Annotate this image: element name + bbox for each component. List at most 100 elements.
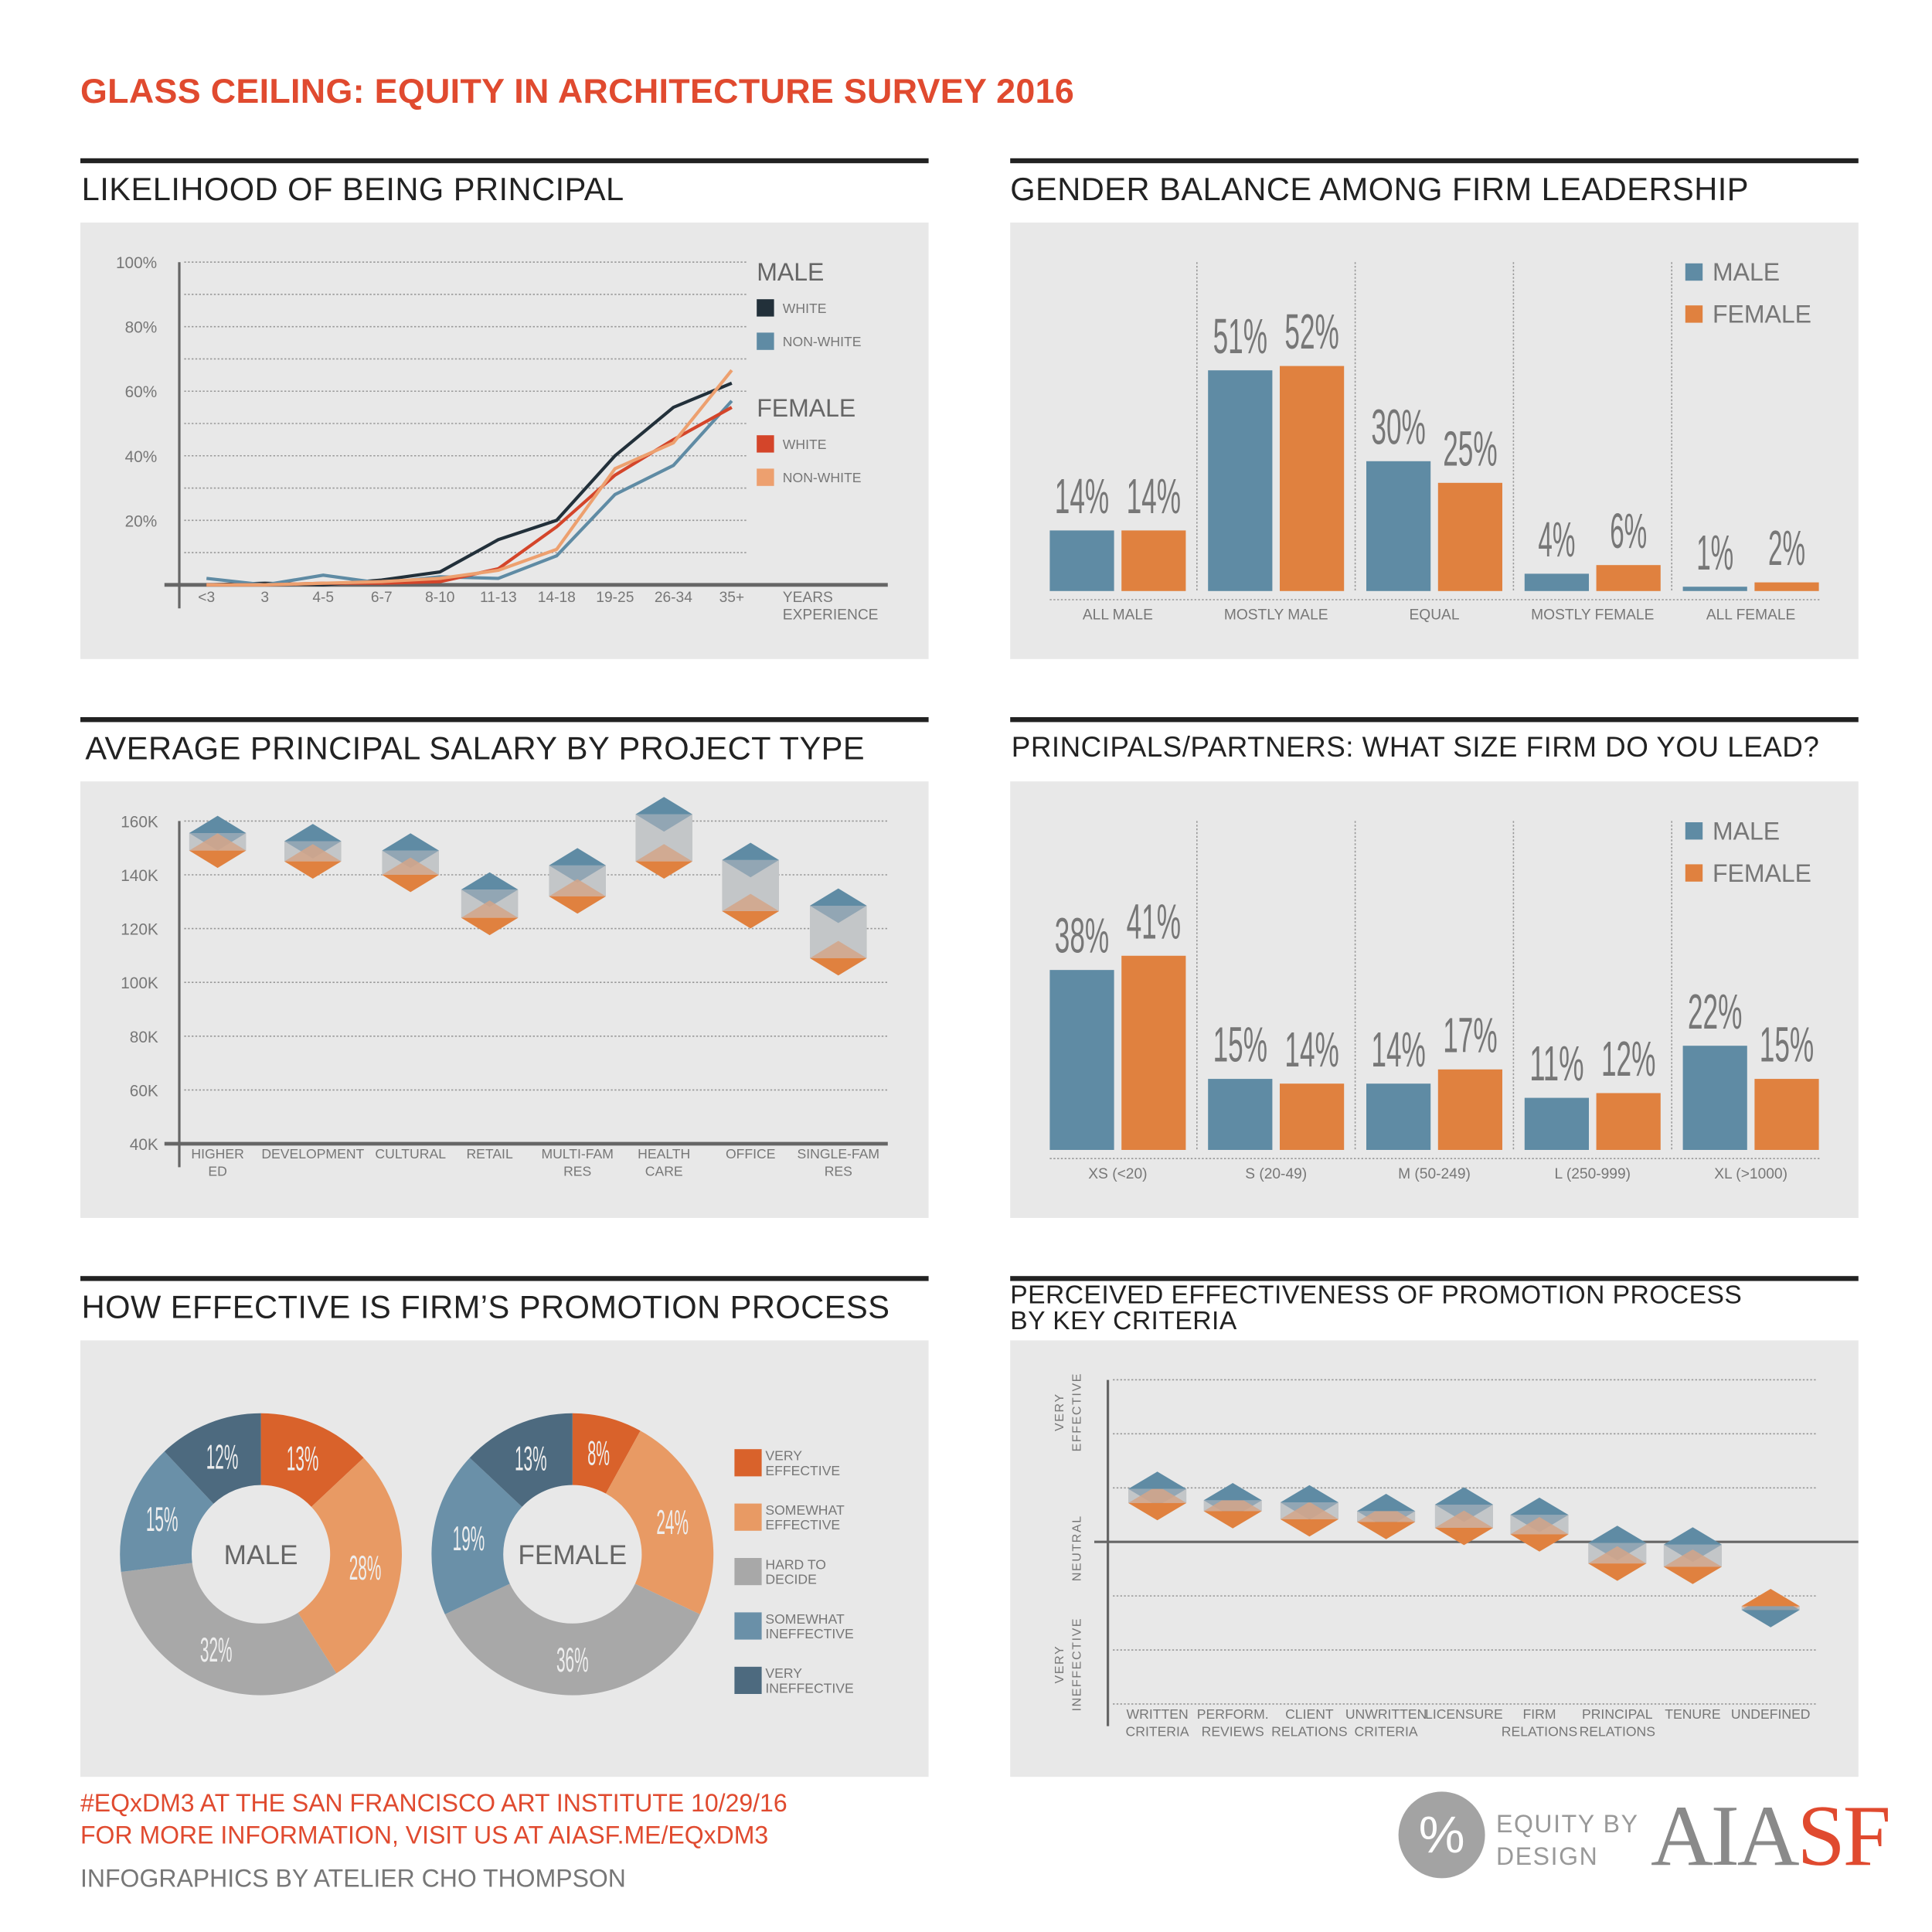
x-tick-label: RELATIONS: [1271, 1723, 1347, 1739]
x-tick-label: CULTURAL: [375, 1146, 446, 1162]
slice-label: 13%: [287, 1439, 319, 1478]
divider: [1010, 1276, 1859, 1281]
male-marker: [810, 888, 867, 906]
x-tick-label: TENURE: [1665, 1706, 1720, 1722]
equity-by-design-logo: %: [1398, 1791, 1485, 1879]
inner-triangle: [1434, 1510, 1493, 1529]
legend-swatch: [1685, 864, 1703, 882]
bar-male: [1049, 530, 1114, 591]
legend-swatch: [734, 1503, 762, 1531]
inner-triangle: [382, 857, 439, 875]
x-tick-label: ED: [208, 1164, 226, 1179]
data-label: 30%: [1371, 399, 1425, 454]
data-label: 15%: [1213, 1017, 1267, 1073]
data-label: 14%: [1127, 468, 1181, 524]
data-label: 1%: [1696, 525, 1733, 580]
inner-triangle: [1357, 1504, 1416, 1522]
bar-female: [1596, 565, 1661, 591]
male-marker: [1741, 1610, 1800, 1628]
data-label: 11%: [1529, 1036, 1583, 1091]
slice-label: 32%: [200, 1631, 233, 1669]
bar-female: [1121, 955, 1186, 1150]
inner-triangle: [461, 900, 519, 918]
inner-triangle: [635, 844, 692, 862]
y-tick-label: 60K: [130, 1082, 158, 1100]
y-axis-label: NEUTRAL: [1070, 1515, 1083, 1581]
male-marker: [1357, 1493, 1416, 1512]
y-tick-label: 40%: [125, 448, 158, 466]
data-label: 51%: [1213, 308, 1267, 364]
chart-firm-size: 38% 41% XS (<20) 15% 14% S (20-49) 14% 17% M (50…: [1010, 781, 1859, 1218]
panel-title-gender-balance: GENDER BALANCE AMONG FIRM LEADERSHIP: [1010, 170, 1749, 208]
legend-label: DECIDE: [765, 1572, 816, 1587]
divider: [80, 717, 929, 723]
x-tick-label: PRINCIPAL: [1582, 1706, 1653, 1722]
x-tick-label: PERFORM.: [1197, 1706, 1269, 1722]
bar-male: [1524, 1097, 1589, 1150]
data-label: 14%: [1371, 1022, 1425, 1077]
logo-sf: SF: [1797, 1789, 1890, 1885]
inner-triangle: [1588, 1546, 1647, 1564]
legend-label: SOMEWHAT: [765, 1502, 845, 1518]
x-tick-label: SINGLE-FAM: [798, 1146, 880, 1162]
male-marker: [722, 842, 779, 860]
female-marker: [284, 861, 342, 879]
slice-label: 24%: [656, 1503, 689, 1542]
data-label: 2%: [1768, 520, 1805, 576]
y-axis-label: INEFFECTIVE: [1070, 1617, 1083, 1712]
inner-triangle: [810, 906, 867, 923]
inner-triangle: [1203, 1493, 1262, 1512]
legend-swatch: [734, 1558, 762, 1586]
data-label: 6%: [1610, 503, 1647, 559]
panel-title-salary: AVERAGE PRINCIPAL SALARY BY PROJECT TYPE: [85, 730, 866, 767]
x-tick-label: RETAIL: [466, 1146, 513, 1162]
slice-label: 19%: [453, 1519, 485, 1558]
female-marker: [1510, 1534, 1569, 1552]
slice-label: 8%: [587, 1434, 610, 1472]
inner-triangle: [284, 844, 342, 862]
inner-triangle: [722, 893, 779, 911]
legend-label: FEMALE: [1713, 859, 1811, 887]
bar-female: [1437, 482, 1502, 591]
bar-male: [1682, 1046, 1747, 1150]
bar-male: [1524, 573, 1589, 591]
donut-slice: [572, 1413, 641, 1494]
slice-label: 12%: [206, 1438, 239, 1477]
panel-title-principal: LIKELIHOOD OF BEING PRINCIPAL: [81, 170, 624, 208]
data-label: 14%: [1284, 1022, 1338, 1077]
y-tick-label: 140K: [121, 867, 158, 885]
panel-title-line2: BY KEY CRITERIA: [1010, 1307, 1237, 1335]
x-tick-label: LICENSURE: [1425, 1706, 1503, 1722]
legend-label: EFFECTIVE: [765, 1463, 840, 1478]
x-tick-label: RELATIONS: [1580, 1723, 1655, 1739]
divider: [1010, 717, 1859, 723]
aiasf-logo: AIASF: [1651, 1788, 1891, 1887]
female-marker: [1663, 1566, 1722, 1584]
x-tick-label: OFFICE: [726, 1146, 776, 1162]
bar-male: [1208, 370, 1273, 591]
male-marker: [635, 797, 692, 815]
x-tick-label: 19-25: [596, 590, 634, 606]
inner-triangle: [722, 859, 779, 878]
legend-label: WHITE: [783, 437, 827, 452]
logo-aia: AIA: [1651, 1789, 1800, 1885]
footer-event: #EQxDM3 AT THE SAN FRANCISCO ART INSTITU…: [80, 1790, 787, 1818]
legend-swatch: [1685, 822, 1703, 840]
chart-promotion-donuts: 13% 28% 32% 15% 12% MALE 8% 24% 36% 19% 13% FEMALE V…: [80, 1340, 929, 1777]
female-marker: [1280, 1519, 1338, 1537]
x-tick-label: FIRM: [1523, 1706, 1556, 1722]
male-marker: [1434, 1487, 1493, 1505]
female-marker: [635, 861, 692, 879]
data-label: 41%: [1127, 893, 1181, 949]
footer-link[interactable]: FOR MORE INFORMATION, VISIT US AT AIASF.…: [80, 1822, 769, 1850]
inner-triangle: [1280, 1502, 1338, 1519]
legend-swatch: [757, 299, 774, 317]
x-tick-label: REVIEWS: [1202, 1723, 1264, 1739]
female-marker: [1128, 1502, 1187, 1521]
data-label: 4%: [1538, 512, 1575, 567]
x-tick-label: RES: [825, 1164, 852, 1179]
male-marker: [1510, 1497, 1569, 1515]
series-line: [206, 381, 733, 587]
x-tick-label: MOSTLY FEMALE: [1531, 607, 1654, 624]
